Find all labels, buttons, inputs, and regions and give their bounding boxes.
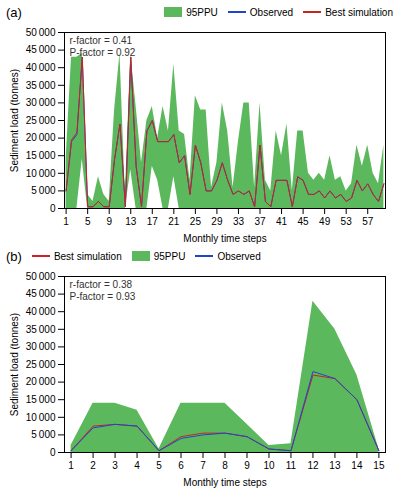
- html-text:Best simulation: Best simulation: [325, 6, 393, 18]
- svg-text:25 000: 25 000: [26, 359, 56, 370]
- svg-text:Monthly time steps: Monthly time steps: [183, 233, 266, 244]
- svg-text:3: 3: [112, 460, 118, 471]
- svg-text:1: 1: [68, 460, 74, 471]
- svg-text:0: 0: [50, 203, 56, 214]
- svg-text:0: 0: [50, 447, 56, 458]
- svg-text:9: 9: [106, 216, 112, 227]
- html-text:(b): (b): [6, 248, 22, 264]
- html-text:Observed: Observed: [249, 6, 294, 18]
- svg-text:17: 17: [147, 216, 159, 227]
- svg-text:8: 8: [222, 460, 228, 471]
- svg-text:15 000: 15 000: [26, 150, 56, 161]
- svg-text:45: 45: [298, 216, 310, 227]
- svg-text:P-factor = 0.93: P-factor = 0.93: [70, 291, 136, 302]
- svg-text:33: 33: [233, 216, 245, 227]
- svg-text:40 000: 40 000: [26, 62, 56, 73]
- html-text:(a): (a): [6, 4, 22, 20]
- svg-text:1: 1: [63, 216, 69, 227]
- svg-text:53: 53: [341, 216, 353, 227]
- svg-text:2: 2: [90, 460, 96, 471]
- svg-text:40 000: 40 000: [26, 306, 56, 317]
- svg-text:5: 5: [156, 460, 162, 471]
- svg-text:45 000: 45 000: [26, 288, 56, 299]
- svg-text:25 000: 25 000: [26, 115, 56, 126]
- svg-text:11: 11: [286, 460, 297, 471]
- svg-text:30 000: 30 000: [26, 97, 56, 108]
- svg-text:9: 9: [244, 460, 250, 471]
- svg-text:15: 15: [373, 460, 385, 471]
- svg-text:7: 7: [200, 460, 206, 471]
- svg-text:10 000: 10 000: [26, 412, 56, 423]
- svg-text:13: 13: [125, 216, 137, 227]
- svg-text:Sediment load (tonnes): Sediment load (tonnes): [9, 69, 20, 172]
- svg-text:4: 4: [134, 460, 140, 471]
- svg-text:5 000: 5 000: [31, 429, 56, 440]
- svg-text:50 000: 50 000: [26, 271, 56, 282]
- svg-text:49: 49: [319, 216, 331, 227]
- svg-text:14: 14: [351, 460, 363, 471]
- svg-text:P-factor = 0.92: P-factor = 0.92: [70, 47, 136, 58]
- svg-text:r-factor = 0.41: r-factor = 0.41: [70, 35, 133, 46]
- svg-text:10 000: 10 000: [26, 168, 56, 179]
- svg-text:29: 29: [211, 216, 223, 227]
- svg-text:13: 13: [329, 460, 341, 471]
- svg-text:20 000: 20 000: [26, 376, 56, 387]
- html-text:Observed: Observed: [217, 250, 261, 262]
- svg-text:15 000: 15 000: [26, 394, 56, 405]
- svg-text:35 000: 35 000: [26, 324, 56, 335]
- svg-text:50 000: 50 000: [26, 27, 56, 38]
- svg-text:Sediment load (tonnes): Sediment load (tonnes): [9, 313, 20, 416]
- svg-text:6: 6: [178, 460, 184, 471]
- svg-text:Monthly time steps: Monthly time steps: [183, 477, 266, 488]
- svg-text:r-factor = 0.38: r-factor = 0.38: [70, 279, 133, 290]
- svg-text:30 000: 30 000: [26, 341, 56, 352]
- svg-text:20 000: 20 000: [26, 132, 56, 143]
- svg-text:10: 10: [263, 460, 275, 471]
- svg-text:45 000: 45 000: [26, 44, 56, 55]
- html-text:95PPU: 95PPU: [153, 250, 186, 262]
- svg-text:57: 57: [362, 216, 374, 227]
- html-text:Best simulation: Best simulation: [53, 250, 122, 262]
- svg-text:21: 21: [168, 216, 180, 227]
- svg-text:37: 37: [254, 216, 266, 227]
- html-text:95PPU: 95PPU: [186, 6, 218, 18]
- svg-text:25: 25: [190, 216, 202, 227]
- svg-text:5: 5: [85, 216, 91, 227]
- svg-text:12: 12: [307, 460, 319, 471]
- svg-text:35 000: 35 000: [26, 80, 56, 91]
- svg-text:41: 41: [276, 216, 288, 227]
- svg-text:5 000: 5 000: [31, 185, 56, 196]
